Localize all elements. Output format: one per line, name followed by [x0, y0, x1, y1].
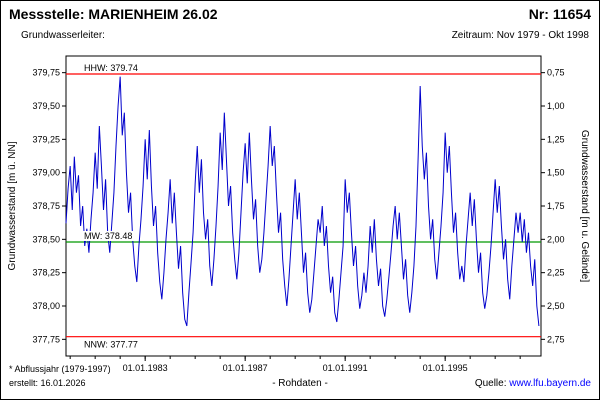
ref-line-label-nnw: NNW: 377.77: [84, 340, 138, 350]
y-left-tick-label: 378,75: [32, 201, 60, 211]
y-right-tick-label: 1,25: [547, 134, 565, 144]
y-left-tick-label: 378,00: [32, 301, 60, 311]
y-right-tick-label: 2,75: [547, 334, 565, 344]
ref-line-label-bg: [82, 339, 139, 350]
y-right-tick-label: 1,50: [547, 168, 565, 178]
ref-line-label-bg: [82, 63, 139, 73]
y-left-tick-label: 379,50: [32, 101, 60, 111]
x-tick-label: 01.01.1987: [223, 363, 268, 373]
y-right-tick-label: 1,00: [547, 101, 565, 111]
ref-line-label-bg: [82, 231, 134, 241]
y-right-tick-label: 2,50: [547, 301, 565, 311]
x-tick-label: 01.01.1991: [323, 363, 368, 373]
aquifer-label: Grundwasserleiter:: [21, 30, 105, 41]
y-left-tick-label: 379,00: [32, 168, 60, 178]
series-line: [65, 76, 540, 327]
x-tick-label: 01.01.1983: [123, 363, 168, 373]
source-url-link[interactable]: www.lfu.bayern.de: [509, 378, 591, 389]
y-left-tick-label: 379,75: [32, 68, 60, 78]
created-timestamp: erstellt: 16.01.2026: [9, 378, 86, 388]
y-right-tick-label: 2,25: [547, 268, 565, 278]
footnote-abflussjahr: * Abflussjahr (1979-1997): [9, 364, 111, 374]
plot-frame: [65, 55, 542, 357]
y-left-tick-label: 379,25: [32, 134, 60, 144]
y-right-tick-label: 1,75: [547, 201, 565, 211]
ref-line-label-hhw: HHW: 379.74: [84, 63, 138, 73]
y-left-tick-label: 378,25: [32, 268, 60, 278]
period-label: Zeitraum: Nov 1979 - Okt 1998: [451, 30, 589, 41]
y-right-tick-label: 2,00: [547, 234, 565, 244]
y-right-axis-title: Grundwasserstand [m u. Gelände]: [579, 130, 590, 283]
source-label: Quelle:: [474, 378, 507, 389]
source-line: Quelle: www.lfu.bayern.de: [475, 378, 591, 389]
page-title: Messstelle: MARIENHEIM 26.02: [9, 6, 218, 22]
y-left-axis-title: Grundwasserstand [m ü. NN]: [7, 141, 18, 270]
data-type-label: - Rohdaten -: [272, 378, 328, 389]
ref-line-label-mw: MW: 378.48: [84, 231, 132, 241]
x-tick-label: 01.01.1995: [423, 363, 468, 373]
y-left-tick-label: 377,75: [32, 334, 60, 344]
y-right-tick-label: 0,75: [547, 68, 565, 78]
y-left-tick-label: 378,50: [32, 234, 60, 244]
station-number: Nr: 11654: [528, 6, 591, 22]
